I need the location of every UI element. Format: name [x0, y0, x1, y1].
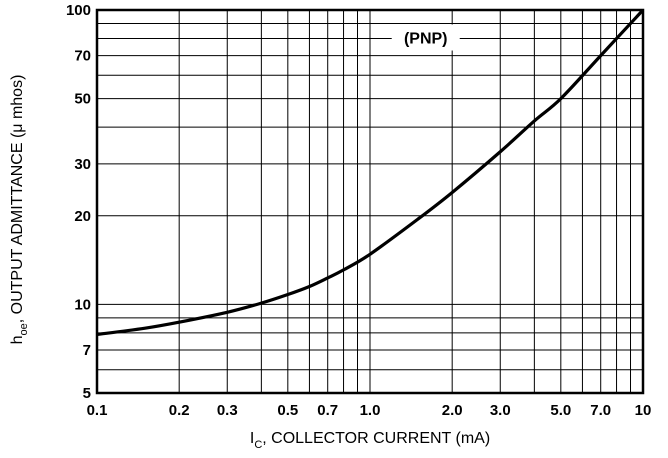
x-tick-label: 0.2: [169, 402, 190, 419]
annotation-background: [391, 24, 460, 51]
annotation-layer: (PNP): [391, 24, 460, 51]
y-axis-title-rest: , OUTPUT ADMITTANCE (μ mhos): [9, 75, 26, 324]
x-tick-label: 0.5: [277, 402, 298, 419]
y-axis-title-sub: oe: [18, 323, 30, 335]
plot-frame: [95, 8, 645, 395]
x-tick-label: 0.7: [317, 402, 338, 419]
y-axis-title: hoe, OUTPUT ADMITTANCE (μ mhos): [9, 75, 30, 345]
y-tick-label: 7: [83, 342, 91, 359]
x-tick-label: 3.0: [490, 402, 511, 419]
y-tick-label: 10: [74, 296, 91, 313]
y-tick-label: 5: [83, 385, 91, 402]
x-tick-label: 0.1: [87, 402, 108, 419]
x-axis-title: IC, COLLECTOR CURRENT (mA): [250, 430, 490, 451]
y-tick-label: 30: [74, 156, 91, 173]
y-tick-label: 50: [74, 91, 91, 108]
y-tick-label: 70: [74, 48, 91, 65]
y-tick-label: 20: [74, 208, 91, 225]
x-tick-label: 0.3: [217, 402, 238, 419]
y-axis-title-main: h: [9, 335, 26, 344]
x-axis-title-main: I: [250, 430, 254, 447]
x-axis-title-rest: , COLLECTOR CURRENT (mA): [262, 430, 490, 447]
chart-grid: [97, 10, 643, 393]
series-line: [96, 8, 645, 337]
y-tick-labels: 5 7 10 20 30 50 70 100: [66, 2, 91, 402]
x-tick-label: 10: [635, 402, 652, 419]
x-tick-label: 7.0: [590, 402, 611, 419]
x-tick-label: 1.0: [360, 402, 381, 419]
annotation-label: (PNP): [404, 31, 448, 48]
series-curves: [96, 8, 645, 337]
x-tick-label: 5.0: [550, 402, 571, 419]
x-tick-label: 2.0: [442, 402, 463, 419]
y-tick-label: 100: [66, 2, 91, 19]
x-axis-title-sub: C: [254, 439, 262, 451]
x-tick-labels: 0.1 0.2 0.3 0.5 0.7 1.0 2.0 3.0 5.0 7.0 10: [87, 402, 652, 419]
